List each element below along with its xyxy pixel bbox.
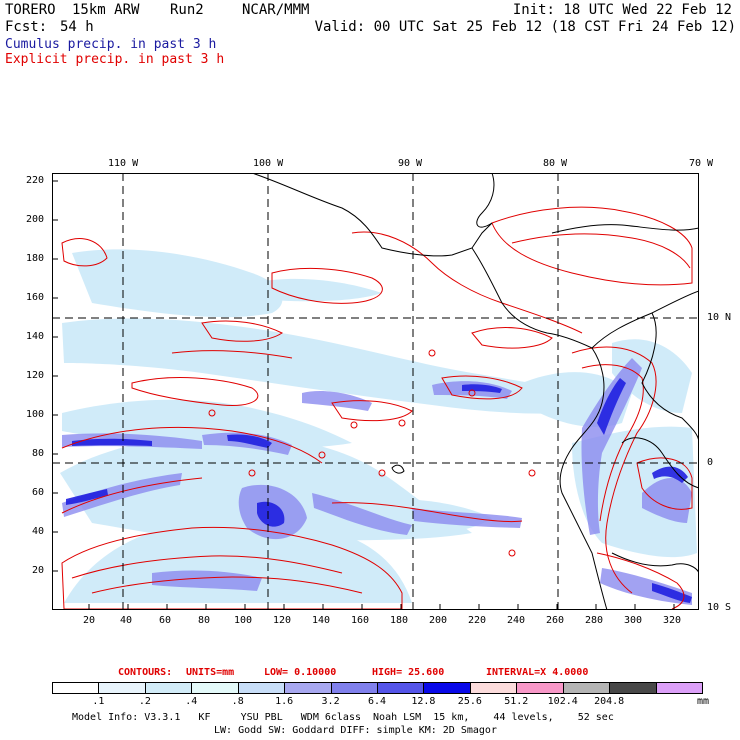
x-tick: 180 (390, 615, 409, 626)
forecast-hour: 54 h (60, 19, 94, 35)
y-tick: 140 (26, 331, 45, 342)
x-tick: 260 (546, 615, 565, 626)
colorbar-swatch (377, 682, 425, 694)
colorbar-swatch (144, 682, 193, 694)
colorbar-swatch (284, 682, 332, 694)
org-label: NCAR/MMM (242, 2, 310, 18)
lon-label-90w: 90 W (398, 158, 423, 169)
y-tick: 160 (26, 292, 45, 303)
colorbar-swatch (52, 682, 100, 694)
y-tick: 80 (32, 448, 45, 459)
cumulus-legend-line: Cumulus precip. in past 3 h (5, 37, 217, 52)
colorbar-swatch (423, 682, 471, 694)
contour-units: UNITS=mm (186, 667, 235, 678)
y-tick: 40 (32, 526, 45, 537)
colorbar-swatch (191, 682, 239, 694)
resolution-label: 15km ARW (72, 2, 140, 18)
colorbar-swatch (98, 682, 146, 694)
colorbar-swatch (330, 682, 378, 694)
colorbar-swatch (562, 682, 611, 694)
cumulus-precip-dark (66, 378, 692, 603)
y-tick: 60 (32, 487, 45, 498)
lat-label-10s: 10 S (707, 602, 732, 613)
x-tick: 40 (120, 615, 133, 626)
x-tick: 120 (273, 615, 292, 626)
colorbar-label: 1.6 (275, 696, 294, 707)
explicit-legend-line: Explicit precip. in past 3 h (5, 52, 225, 67)
contour-interval: INTERVAL=X 4.0000 (486, 667, 589, 678)
y-tick: 20 (32, 565, 45, 576)
lon-label-80w: 80 W (543, 158, 568, 169)
x-tick: 300 (624, 615, 643, 626)
x-tick: 200 (429, 615, 448, 626)
model-info-line: Model Info: V3.3.1 KF YSU PBL WDM 6class… (72, 712, 614, 723)
colorbar-label: .2 (138, 696, 151, 707)
x-tick: 60 (159, 615, 172, 626)
model-name: TORERO (5, 2, 56, 18)
y-tick: 180 (26, 253, 45, 264)
colorbar-label: 6.4 (367, 696, 387, 707)
colorbar-label: .1 (92, 696, 105, 707)
x-tick: 140 (312, 615, 331, 626)
lat-label-10n: 10 N (707, 312, 732, 323)
colorbar-label: .8 (231, 696, 244, 707)
x-tick: 220 (468, 615, 487, 626)
colorbar-swatch (237, 682, 286, 694)
map-frame (52, 173, 699, 610)
x-tick: 160 (351, 615, 370, 626)
init-time: Init: 18 UTC Wed 22 Feb 12 (512, 2, 732, 18)
colorbar-label: 3.2 (321, 696, 340, 707)
colorbar-swatch (609, 682, 657, 694)
lon-label-70w: 70 W (689, 158, 714, 169)
latlon-grid (52, 173, 699, 610)
valid-time: Valid: 00 UTC Sat 25 Feb 12 (18 CST Fri … (314, 19, 736, 35)
forecast-label: Fcst: (5, 19, 48, 35)
colorbar-swatch (655, 682, 703, 694)
run-label: Run2 (170, 2, 204, 18)
lon-label-110w: 110 W (108, 158, 139, 169)
y-tick: 120 (26, 370, 45, 381)
precip-map (52, 173, 699, 610)
y-tick: 200 (26, 214, 45, 225)
contour-label: CONTOURS: (118, 667, 173, 678)
lon-label-100w: 100 W (253, 158, 284, 169)
colorbar-label: 12.8 (411, 696, 436, 707)
physics-info-line: LW: Godd SW: Goddard DIFF: simple KM: 2D… (214, 725, 497, 736)
y-tick: 220 (26, 175, 45, 186)
colorbar-label: 204.8 (594, 696, 625, 707)
colorbar-label: 51.2 (504, 696, 529, 707)
colorbar-label: .4 (185, 696, 198, 707)
colorbar-unit: mm (697, 696, 710, 707)
contour-high: HIGH= 25.600 (372, 667, 445, 678)
explicit-precip-contours (61, 206, 693, 610)
colorbar-label: 102.4 (547, 696, 578, 707)
colorbar-swatch (516, 682, 564, 694)
colorbar-label: 25.6 (457, 696, 482, 707)
x-tick: 240 (507, 615, 526, 626)
x-tick: 100 (234, 615, 253, 626)
contour-low: LOW= 0.10000 (264, 667, 337, 678)
y-tick: 100 (26, 409, 45, 420)
x-tick: 80 (198, 615, 211, 626)
x-tick: 20 (83, 615, 96, 626)
x-tick: 320 (663, 615, 682, 626)
coastlines (251, 173, 699, 610)
x-tick: 280 (585, 615, 604, 626)
colorbar-swatch (469, 682, 518, 694)
lat-label-equator: 0 (707, 457, 714, 468)
